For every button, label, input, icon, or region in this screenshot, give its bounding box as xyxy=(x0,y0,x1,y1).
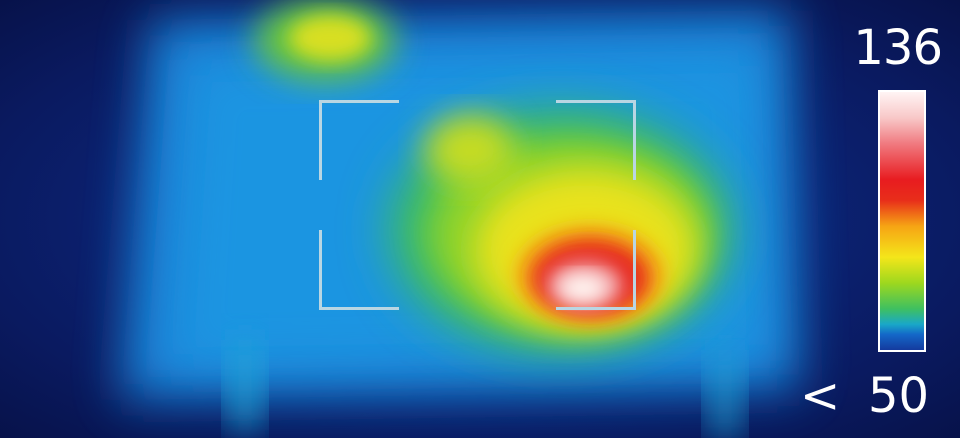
color-scale-bar xyxy=(878,90,926,352)
scale-min-prefix: < xyxy=(800,368,841,424)
focus-bracket-top-left xyxy=(319,100,399,180)
focus-bracket-top-right xyxy=(556,100,636,180)
focus-bracket-bottom-left xyxy=(319,230,399,310)
scale-min-row: < 50 xyxy=(800,368,950,424)
scale-min-label: 50 xyxy=(868,368,930,424)
focus-bracket-bottom-right xyxy=(556,230,636,310)
scale-max-label: 136 xyxy=(853,20,943,76)
